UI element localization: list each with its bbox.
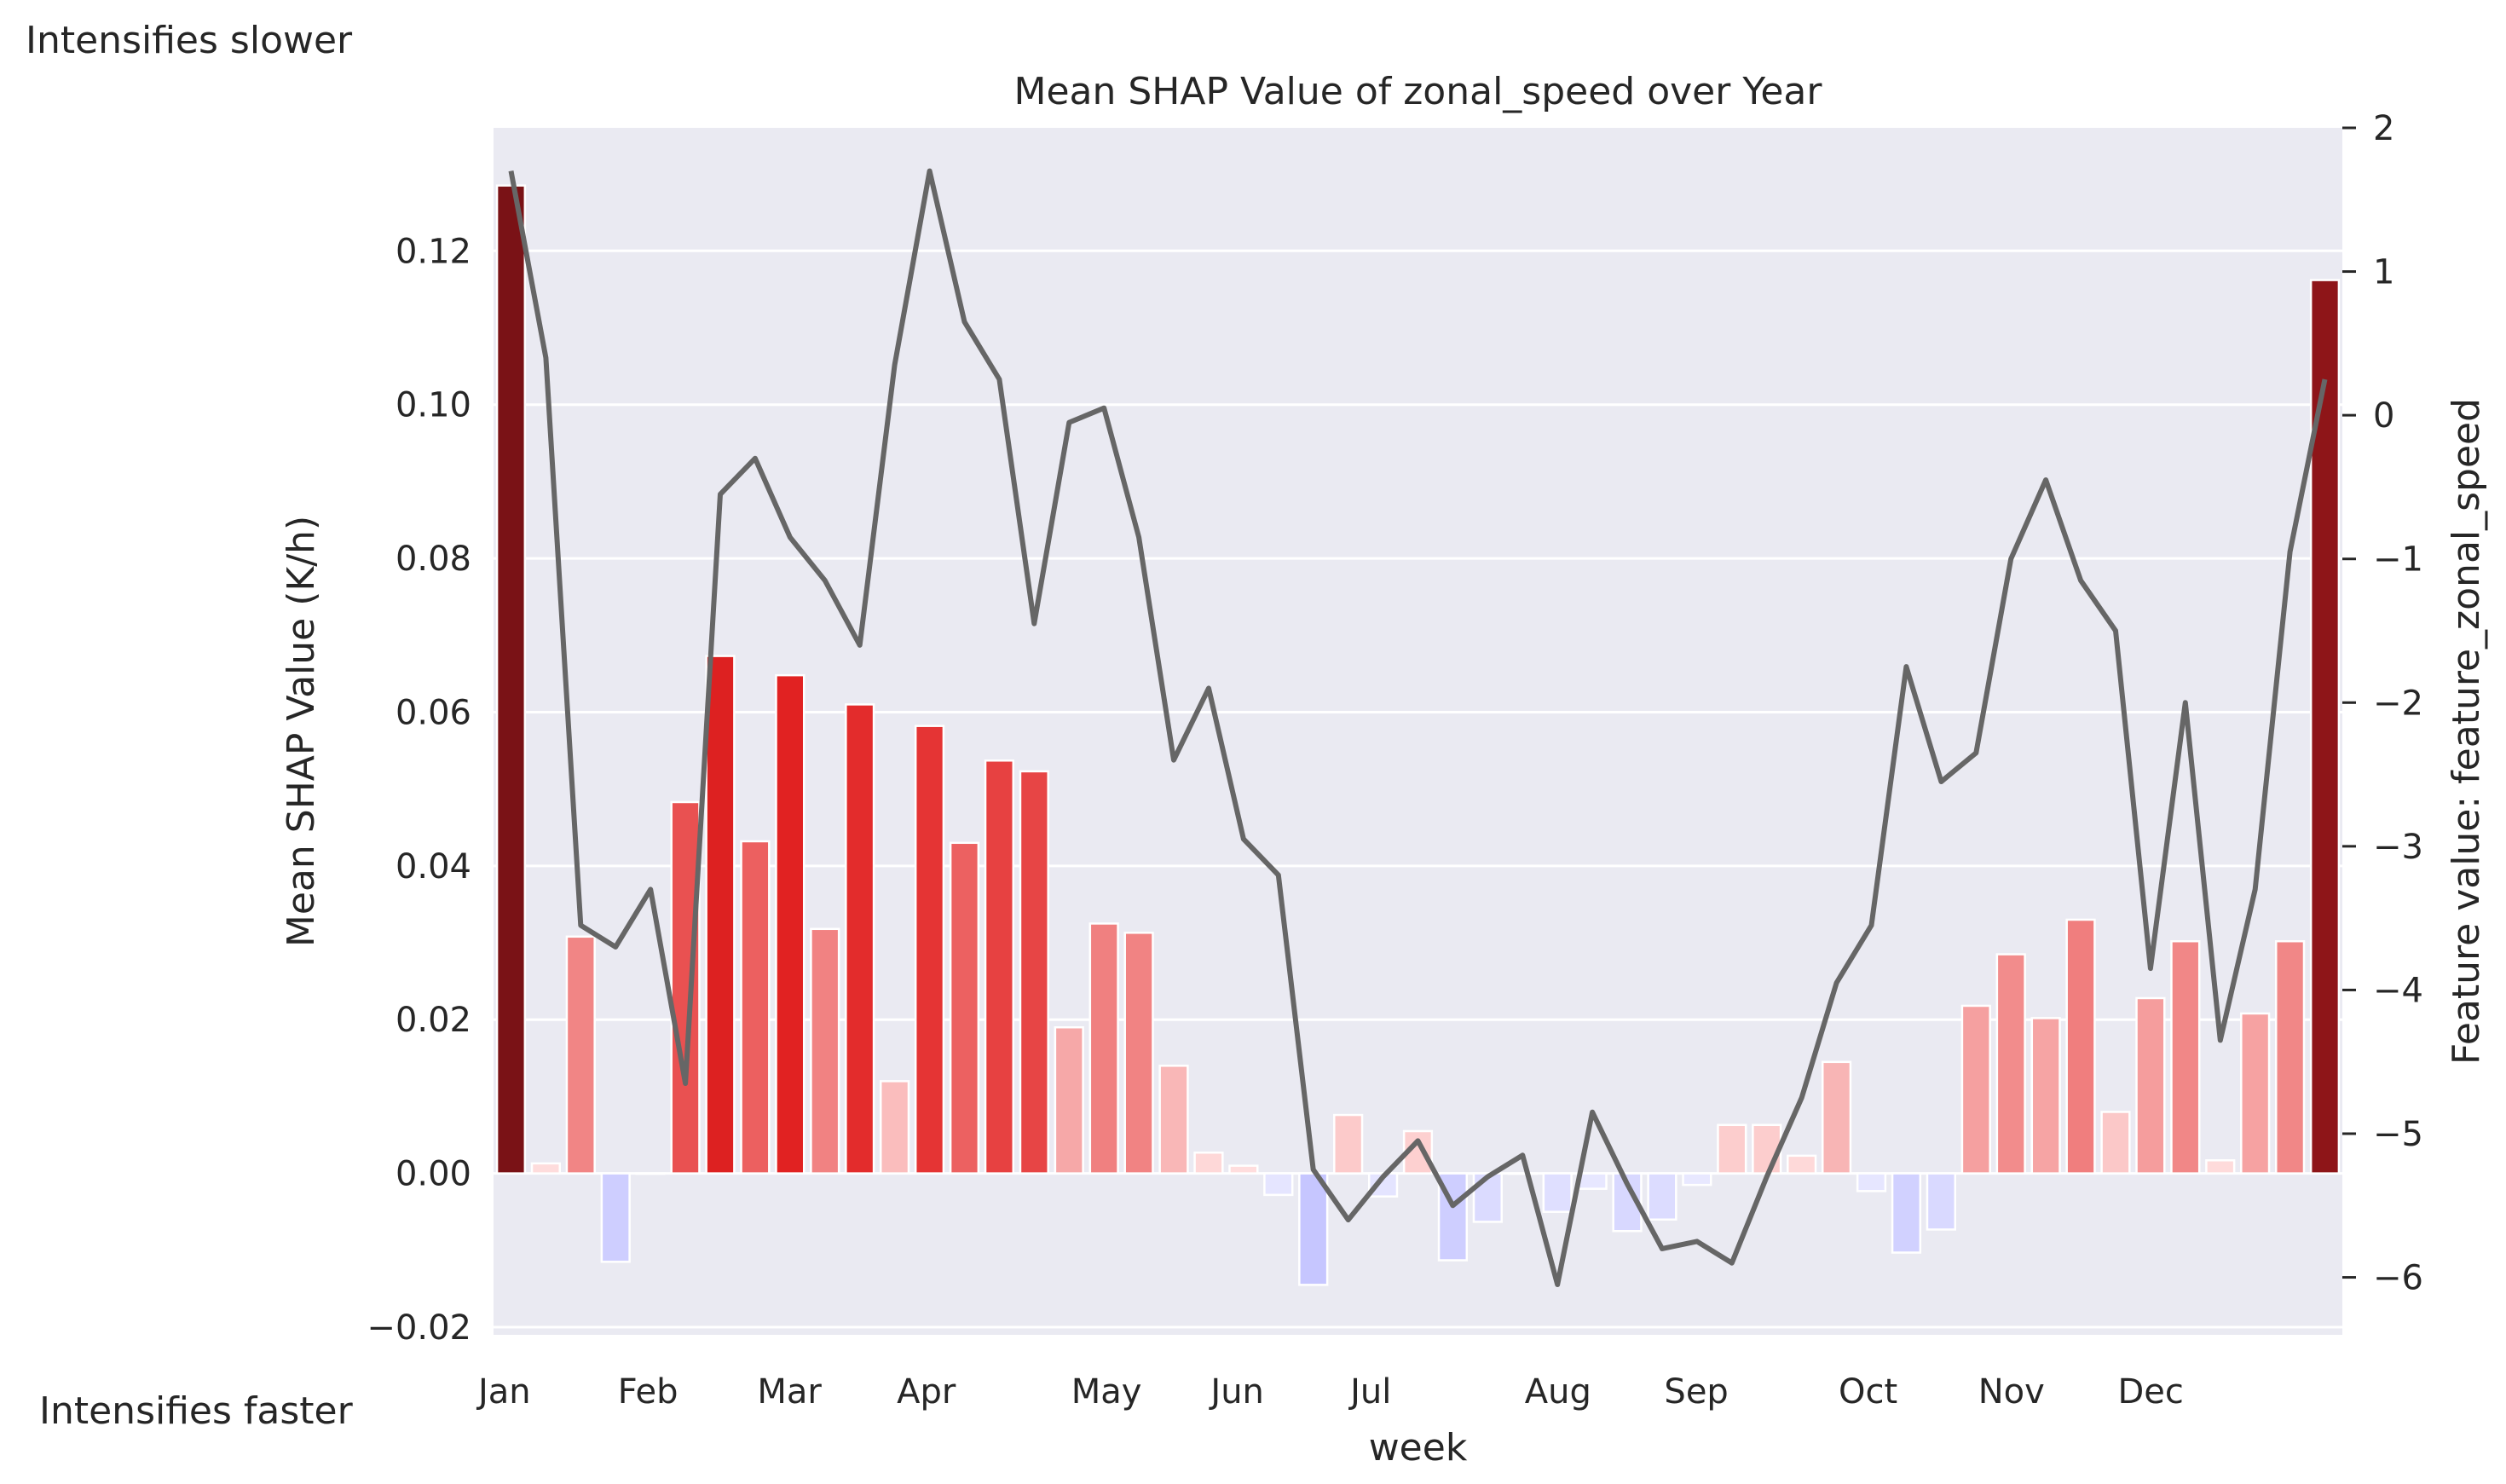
bar-week-52 xyxy=(2309,279,2341,1175)
bar-week-0 xyxy=(495,184,527,1175)
month-label-may: May xyxy=(1071,1372,1142,1412)
annotation-top: Intensifies slower xyxy=(26,19,353,62)
bar-week-9 xyxy=(810,927,840,1175)
month-label-jan: Jan xyxy=(476,1372,531,1412)
bar-week-35 xyxy=(1717,1123,1747,1175)
y2-tick-label-3: −3 xyxy=(2373,828,2423,867)
month-label-feb: Feb xyxy=(618,1372,678,1412)
bar-week-3 xyxy=(600,1172,631,1263)
bar-week-13 xyxy=(949,841,980,1175)
bar-week-33 xyxy=(1647,1172,1677,1221)
bar-week-6 xyxy=(705,655,736,1175)
bar-week-7 xyxy=(740,840,771,1175)
bar-week-28 xyxy=(1472,1172,1503,1223)
bar-week-44 xyxy=(2030,1017,2061,1175)
y2-tick-label-2: −4 xyxy=(2373,971,2423,1010)
y-tick-label-3: 0.04 xyxy=(396,847,471,886)
bar-week-2 xyxy=(565,935,596,1175)
month-label-nov: Nov xyxy=(1978,1372,2045,1412)
y2-tick-label-6: 0 xyxy=(2373,396,2394,436)
y2-tick-label-1: −5 xyxy=(2373,1115,2423,1154)
bar-week-43 xyxy=(1995,953,2026,1175)
bar-week-14 xyxy=(984,759,1015,1175)
bar-week-30 xyxy=(1542,1172,1573,1213)
y-tick-label-6: 0.10 xyxy=(396,386,471,425)
bar-week-20 xyxy=(1193,1151,1224,1175)
y-tick-label-4: 0.06 xyxy=(396,693,471,732)
bar-week-29 xyxy=(1507,1172,1538,1175)
y-tick-label-0: −0.02 xyxy=(367,1308,471,1348)
month-label-jun: Jun xyxy=(1208,1372,1264,1412)
y-tick-label-5: 0.08 xyxy=(396,540,471,579)
bar-week-8 xyxy=(775,673,806,1175)
bar-week-37 xyxy=(1787,1154,1817,1175)
bar-week-1 xyxy=(530,1162,562,1175)
month-label-sep: Sep xyxy=(1664,1372,1728,1412)
bar-week-11 xyxy=(880,1080,910,1175)
y-tick-label-7: 0.12 xyxy=(396,232,471,271)
month-label-oct: Oct xyxy=(1839,1372,1897,1412)
month-label-dec: Dec xyxy=(2117,1372,2183,1412)
bar-week-24 xyxy=(1333,1113,1364,1175)
bar-week-5 xyxy=(670,800,701,1175)
bar-week-22 xyxy=(1263,1172,1294,1197)
y-axis-label: Mean SHAP Value (K/h) xyxy=(280,516,323,947)
bar-week-34 xyxy=(1682,1172,1712,1187)
bar-week-46 xyxy=(2100,1111,2131,1175)
month-label-mar: Mar xyxy=(757,1372,822,1412)
bar-week-47 xyxy=(2135,996,2166,1175)
chart-title: Mean SHAP Value of zonal_speed over Year xyxy=(1014,70,1823,113)
bar-week-4 xyxy=(635,1172,666,1175)
bar-week-16 xyxy=(1054,1025,1084,1175)
month-label-jul: Jul xyxy=(1348,1372,1391,1412)
bar-week-19 xyxy=(1158,1065,1189,1175)
y2-tick-label-5: −1 xyxy=(2373,540,2423,580)
bar-week-39 xyxy=(1856,1172,1887,1192)
bar-week-23 xyxy=(1298,1172,1329,1286)
y2-tick-label-8: 2 xyxy=(2373,109,2394,148)
bar-week-48 xyxy=(2170,939,2201,1175)
x-axis-label: week xyxy=(1369,1426,1468,1470)
bar-week-21 xyxy=(1228,1164,1259,1175)
y-tick-label-1: 0.00 xyxy=(396,1155,471,1194)
bar-week-17 xyxy=(1088,922,1119,1175)
bar-week-50 xyxy=(2240,1012,2271,1175)
y2-axis-label: Feature value: feature_zonal_speed xyxy=(2445,398,2488,1065)
feature-value-line xyxy=(508,168,2328,1287)
bar-week-15 xyxy=(1019,770,1049,1175)
annotation-bottom: Intensifies faster xyxy=(39,1389,353,1433)
bar-week-18 xyxy=(1123,932,1154,1175)
month-label-aug: Aug xyxy=(1525,1372,1591,1412)
bar-week-45 xyxy=(2065,918,2096,1175)
bar-week-49 xyxy=(2205,1159,2236,1175)
bar-week-41 xyxy=(1926,1172,1956,1231)
y2-tick-label-0: −6 xyxy=(2373,1259,2423,1298)
month-label-apr: Apr xyxy=(897,1372,956,1412)
bar-week-12 xyxy=(914,725,945,1175)
y2-tick-label-7: 1 xyxy=(2373,253,2394,292)
bar-week-40 xyxy=(1891,1172,1922,1254)
bar-week-31 xyxy=(1577,1172,1608,1190)
bar-week-10 xyxy=(845,703,875,1175)
y2-tick-label-4: −2 xyxy=(2373,684,2423,723)
bar-week-38 xyxy=(1821,1060,1852,1175)
bar-week-42 xyxy=(1960,1004,1991,1175)
bar-week-51 xyxy=(2274,939,2306,1175)
y-tick-label-2: 0.02 xyxy=(396,1001,471,1040)
